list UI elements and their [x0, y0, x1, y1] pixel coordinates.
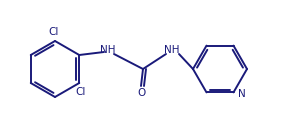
Text: N: N: [238, 89, 245, 99]
Text: Cl: Cl: [75, 87, 86, 97]
Text: NH: NH: [164, 45, 180, 55]
Text: NH: NH: [100, 45, 116, 55]
Text: Cl: Cl: [49, 27, 59, 37]
Text: O: O: [138, 88, 146, 98]
